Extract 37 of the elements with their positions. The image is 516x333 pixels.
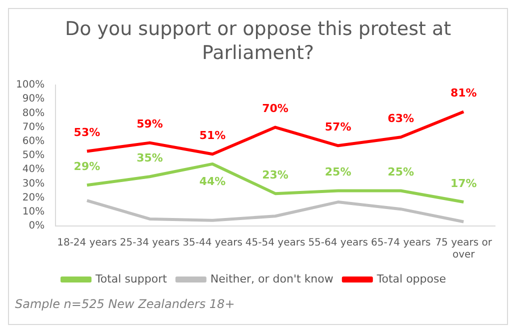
data-label: 59% — [136, 118, 163, 131]
data-label: 57% — [324, 120, 352, 134]
x-tick-label: 55-64 years — [308, 238, 368, 249]
y-tick-label: 10% — [22, 206, 45, 218]
y-tick-label: 40% — [22, 164, 45, 176]
y-tick-label: 100% — [16, 80, 45, 91]
y-tick-label: 20% — [22, 192, 45, 204]
data-label: 25% — [388, 166, 414, 179]
x-tick-label: 75 years or over — [435, 238, 493, 261]
y-tick-label: 50% — [22, 150, 45, 162]
y-tick-label: 90% — [22, 94, 45, 105]
data-label: 70% — [262, 102, 288, 116]
y-tick-label: 70% — [22, 122, 45, 133]
data-label: 63% — [388, 112, 414, 126]
data-label: 23% — [262, 168, 288, 182]
y-tick-label: 60% — [22, 136, 45, 147]
y-tick-label: 80% — [22, 108, 45, 119]
y-tick-label: 0% — [28, 220, 45, 232]
data-label: 29% — [74, 160, 100, 173]
data-label: 35% — [136, 152, 163, 165]
data-label: 53% — [74, 126, 100, 140]
legend-label: Total oppose — [376, 272, 446, 286]
data-label: 44% — [199, 174, 226, 188]
legend-label: Total support — [94, 272, 168, 286]
legend-label: Neither, or don't know — [210, 272, 334, 286]
x-tick-label: 65-74 years — [370, 238, 431, 249]
x-tick-label: 45-54 years — [245, 238, 306, 249]
x-tick-label: 35-44 years — [182, 238, 242, 249]
text: Sample n=525 New Zealanders 18+ — [14, 296, 236, 313]
x-tick-label: 18-24 years — [57, 238, 117, 249]
data-label: 51% — [199, 128, 226, 142]
data-label: 25% — [324, 166, 352, 179]
data-label: 17% — [450, 176, 477, 190]
y-tick-label: 30% — [22, 178, 45, 190]
chart-title: Do you support or oppose this protest at Parliament? — [64, 17, 452, 65]
data-label: 81% — [450, 86, 477, 100]
x-tick-label: 25-34 years — [120, 238, 180, 249]
